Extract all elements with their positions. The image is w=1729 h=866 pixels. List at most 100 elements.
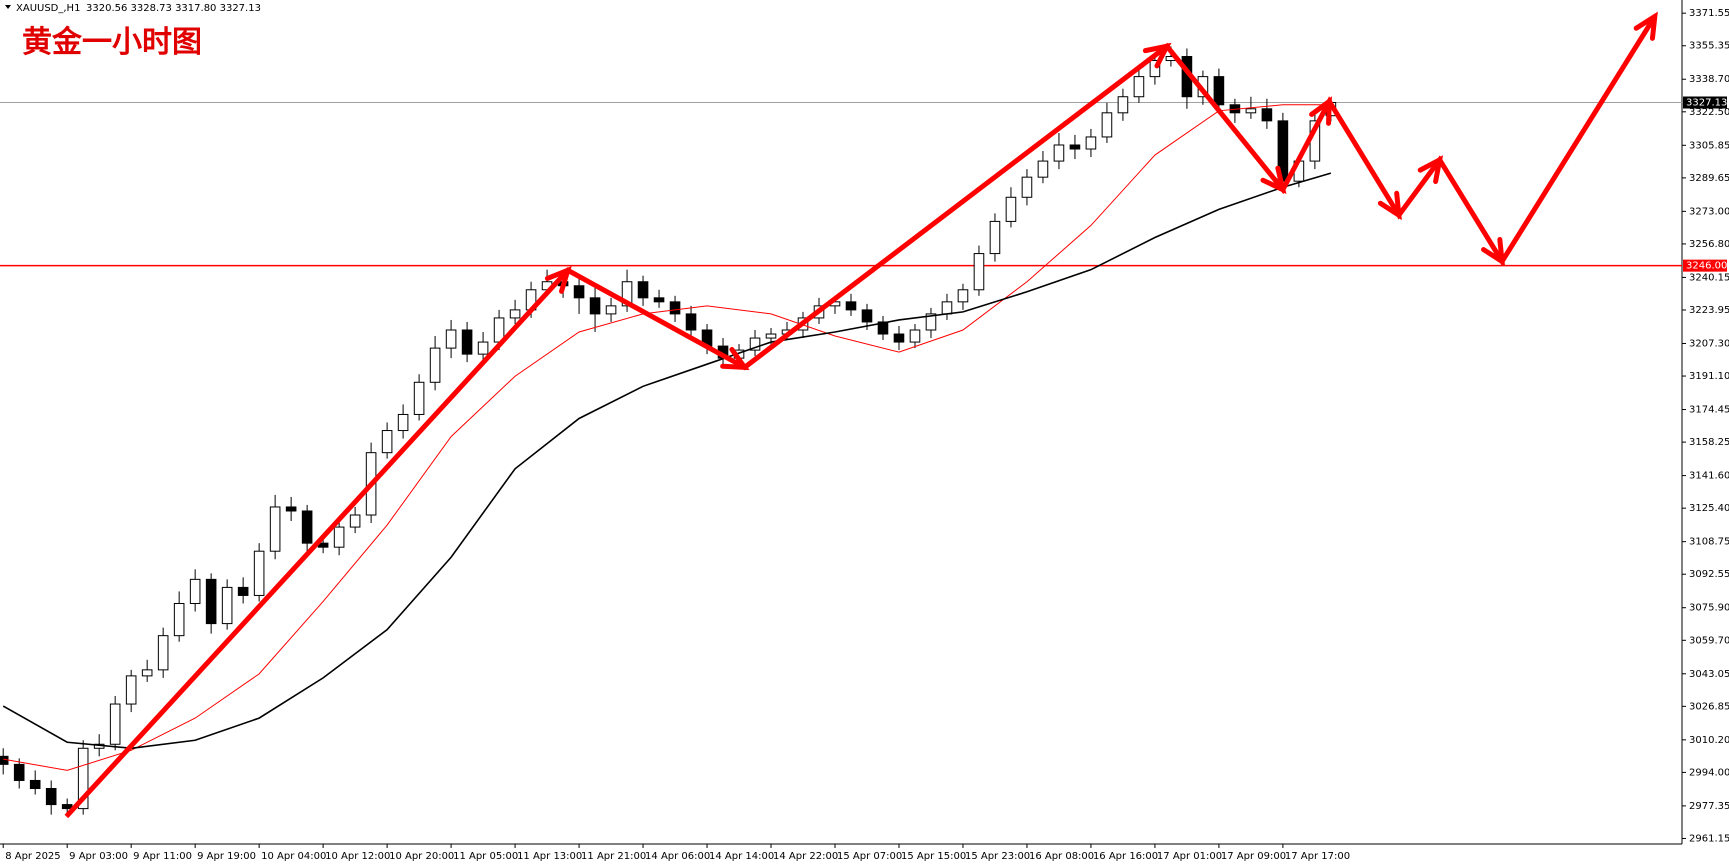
y-tick-label: 3338.70: [1689, 74, 1729, 85]
y-tick-label: 3207.30: [1689, 338, 1729, 349]
y-tick-label: 2994.00: [1689, 767, 1729, 778]
y-tick-label: 3256.80: [1689, 239, 1729, 250]
candle-body: [1133, 76, 1145, 98]
x-tick-label: 14 Apr 14:00: [709, 851, 774, 862]
menu-arrow: [5, 5, 11, 9]
y-tick-label: 3273.00: [1689, 206, 1729, 217]
candle-body: [1005, 196, 1017, 222]
candle-body: [1037, 160, 1049, 178]
candle-body: [893, 333, 905, 343]
arrow-head: [544, 266, 572, 294]
candle-body: [413, 381, 425, 415]
y-tick-label: 3191.10: [1689, 371, 1729, 382]
y-tick-label: 3075.90: [1689, 603, 1729, 614]
candle-body: [1069, 144, 1081, 150]
candle-body: [909, 329, 921, 343]
candle-body: [1053, 144, 1065, 162]
candle-body: [349, 514, 361, 528]
level-label: 3246.00: [1686, 261, 1727, 272]
candle-body: [29, 779, 41, 789]
x-tick-label: 15 Apr 15:00: [901, 851, 966, 862]
candle-body: [973, 253, 985, 291]
candle-body: [1245, 108, 1257, 114]
y-tick-label: 3158.25: [1689, 437, 1729, 448]
candle-body: [957, 289, 969, 303]
trend-arrow-path: [64, 15, 1657, 819]
candle-body: [877, 321, 889, 335]
x-tick-label: 9 Apr 11:00: [133, 851, 192, 862]
x-tick-label: 17 Apr 09:00: [1221, 851, 1286, 862]
candle-body: [125, 675, 137, 705]
candle-body: [189, 578, 201, 604]
arrow-head: [1377, 190, 1402, 221]
x-tick-label: 11 Apr 05:00: [453, 851, 518, 862]
candle-body: [621, 281, 633, 307]
y-tick-label: 3010.20: [1689, 735, 1729, 746]
x-tick-label: 15 Apr 07:00: [837, 851, 902, 862]
candle-body: [45, 787, 57, 806]
candle-body: [445, 329, 457, 349]
candle-body: [1085, 136, 1097, 150]
level-box: [1683, 259, 1727, 272]
y-tick-label: 3125.40: [1689, 503, 1729, 514]
chart-title: 黄金一小时图: [22, 25, 202, 60]
y-tick-label: 3322.50: [1689, 107, 1729, 118]
candle-body: [1021, 176, 1033, 198]
arrow-head: [720, 346, 750, 371]
candle-body: [509, 309, 521, 319]
x-tick-label: 11 Apr 21:00: [581, 851, 646, 862]
x-tick-label: 10 Apr 12:00: [325, 851, 390, 862]
x-tick-label: 17 Apr 17:00: [1285, 851, 1350, 862]
candle-body: [461, 329, 473, 355]
x-tick-label: 9 Apr 19:00: [197, 851, 256, 862]
y-tick-label: 3371.55: [1689, 8, 1729, 19]
candle-body: [1149, 60, 1161, 78]
y-tick-label: 3223.95: [1689, 305, 1729, 316]
candle-body: [1117, 96, 1129, 114]
x-tick-label: 10 Apr 20:00: [389, 851, 454, 862]
x-tick-label: 16 Apr 08:00: [1029, 851, 1094, 862]
moving-average: [2, 172, 1332, 750]
arrow-head: [1309, 96, 1332, 126]
candle-body: [941, 301, 953, 315]
arrow-head: [1260, 165, 1287, 195]
x-tick-label: 15 Apr 23:00: [965, 851, 1030, 862]
x-tick-label: 9 Apr 03:00: [69, 851, 128, 862]
candle-body: [13, 763, 25, 781]
candle-body: [669, 301, 681, 315]
y-tick-label: 3059.70: [1689, 635, 1729, 646]
candle-body: [333, 526, 345, 548]
candle-body: [685, 313, 697, 331]
candle-body: [429, 347, 441, 383]
arrow-head: [1417, 155, 1444, 184]
y-tick-label: 3092.55: [1689, 569, 1729, 580]
candle-body: [637, 281, 649, 299]
y-tick-label: 3240.15: [1689, 272, 1729, 283]
candle-body: [253, 550, 265, 596]
y-tick-label: 3043.05: [1689, 669, 1729, 680]
x-tick-label: 11 Apr 13:00: [517, 851, 582, 862]
candle-body: [653, 297, 665, 303]
arrow-head: [1142, 42, 1172, 69]
candle-body: [301, 510, 313, 544]
x-tick-label: 10 Apr 04:00: [261, 851, 326, 862]
candle-body: [573, 285, 585, 299]
x-tick-label: 17 Apr 01:00: [1157, 851, 1222, 862]
y-tick-label: 3026.85: [1689, 701, 1729, 712]
candle-body: [205, 578, 217, 625]
candle-body: [237, 586, 249, 596]
candle-body: [861, 309, 873, 323]
candle-body: [381, 430, 393, 454]
arrow-head: [1481, 237, 1506, 267]
y-tick-label: 3355.35: [1689, 41, 1729, 52]
candle-body: [589, 297, 601, 315]
x-tick-label: 14 Apr 06:00: [645, 851, 710, 862]
y-tick-label: 3174.45: [1689, 405, 1729, 416]
candle-body: [285, 506, 297, 512]
y-tick-label: 3289.65: [1689, 173, 1729, 184]
candle-body: [477, 341, 489, 355]
y-tick-label: 3305.85: [1689, 140, 1729, 151]
y-tick-label: 2977.35: [1689, 801, 1729, 812]
